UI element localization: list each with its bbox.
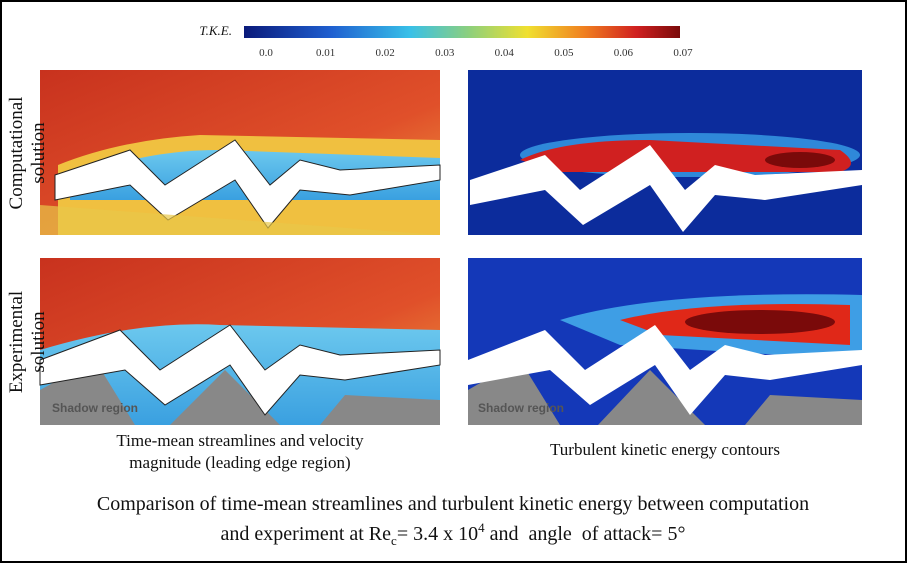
figure-caption: and experiment at Rec= 3.4 x 104 and ang… — [221, 520, 686, 548]
panel-caption: Time-mean streamlines and velocity — [116, 431, 364, 450]
caption-text: and experiment at Re — [221, 523, 392, 545]
panel-streamlines-experimental: Shadow region — [39, 258, 441, 425]
caption-text: = 3.4 x 10 — [397, 523, 478, 545]
caption-superscript: 4 — [478, 520, 485, 535]
panel-streamlines-computational — [40, 70, 441, 235]
colorbar-tick-label: 0.04 — [495, 47, 515, 59]
row-label: Computational — [6, 97, 27, 210]
panel-caption: Turbulent kinetic energy contours — [550, 440, 780, 459]
colorbar-tick-label: 0.03 — [435, 47, 455, 59]
row-label: Experimental — [6, 291, 27, 393]
figure-caption: Comparison of time-mean streamlines and … — [97, 493, 809, 515]
colorbar-tick-label: 0.01 — [316, 47, 335, 59]
colorbar-tick-label: 0.07 — [673, 47, 693, 59]
panel-tke-experimental: Shadow region — [468, 258, 862, 425]
colorbar — [244, 26, 680, 38]
colorbar-label: T.K.E. — [199, 23, 232, 38]
colorbar-tick-label: 0.06 — [614, 47, 634, 59]
colorbar-tick-label: 0.05 — [554, 47, 574, 59]
panel-caption: magnitude (leading edge region) — [129, 453, 350, 472]
panel-tke-computational — [468, 70, 862, 235]
caption-subscript: c — [391, 533, 397, 548]
caption-text: and angle of attack= 5° — [485, 523, 686, 545]
shadow-label: Shadow region — [52, 401, 138, 415]
colorbar-ticks: 0.0 0.01 0.02 0.03 0.04 0.05 0.06 0.07 — [259, 47, 693, 59]
colorbar-tick-label: 0.02 — [376, 47, 395, 59]
row-label: solution — [28, 122, 49, 184]
row-label: solution — [28, 311, 49, 373]
colorbar-tick-label: 0.0 — [259, 47, 273, 59]
shadow-label: Shadow region — [478, 401, 564, 415]
